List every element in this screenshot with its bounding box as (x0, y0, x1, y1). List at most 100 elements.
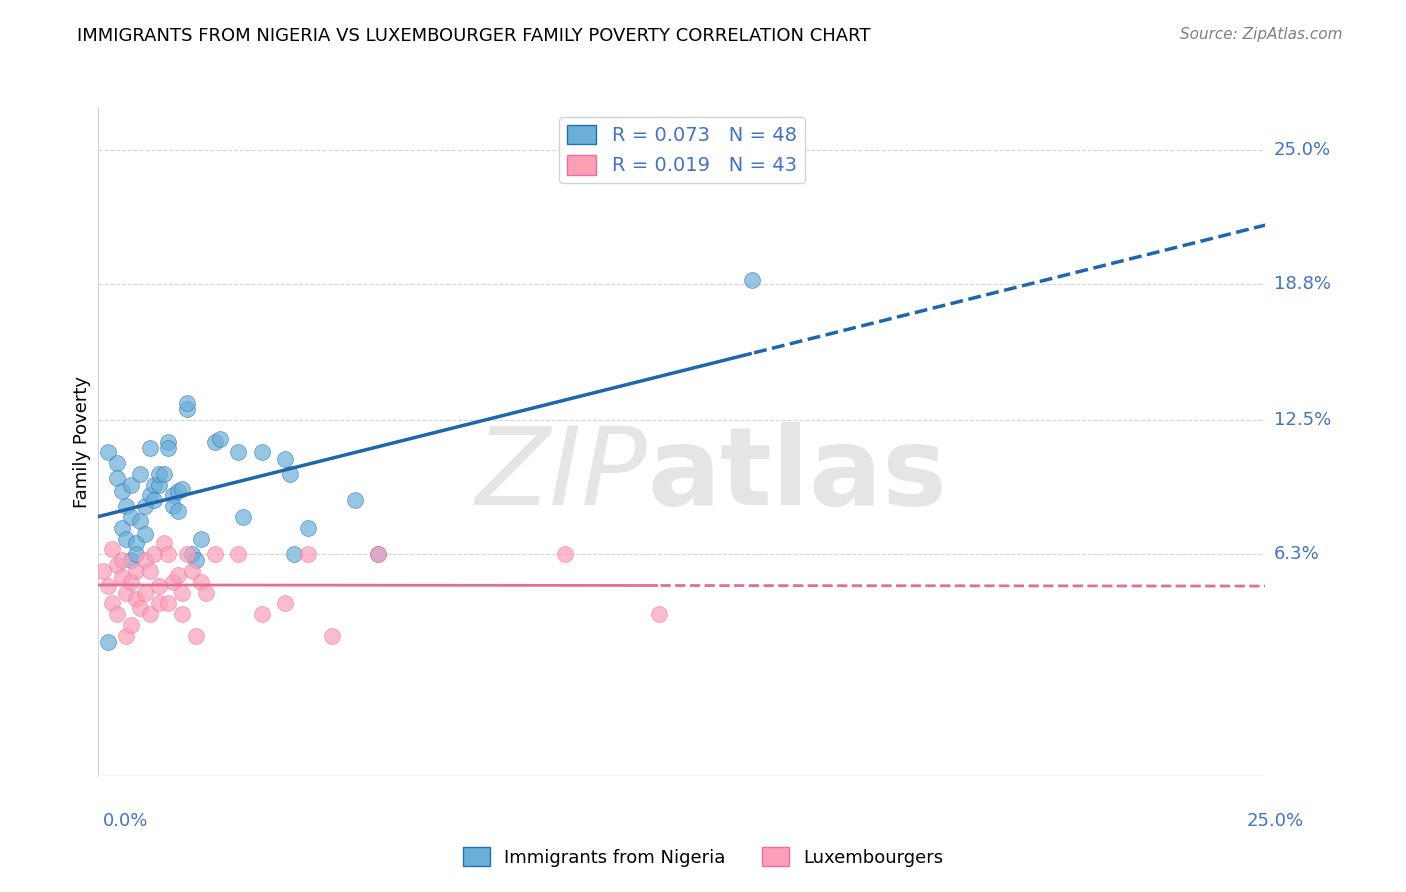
Point (157, 596, 180, 610)
Point (180, 547, 202, 561)
Point (139, 607, 162, 622)
Point (162, 488, 184, 502)
Point (186, 553, 208, 567)
Point (125, 592, 148, 607)
Point (152, 467, 174, 481)
Point (228, 445, 250, 459)
Text: IMMIGRANTS FROM NIGERIA VS LUXEMBOURGER FAMILY POVERTY CORRELATION CHART: IMMIGRANTS FROM NIGERIA VS LUXEMBOURGER … (77, 27, 870, 45)
Point (97, 635, 120, 649)
Point (148, 477, 170, 491)
Point (157, 434, 180, 449)
Point (120, 574, 142, 589)
Point (97, 445, 120, 459)
Point (208, 433, 231, 447)
Point (129, 467, 152, 481)
Point (152, 536, 174, 550)
Text: 25.0%: 25.0% (1274, 141, 1331, 159)
Point (148, 579, 170, 593)
Point (180, 564, 202, 578)
Point (139, 488, 162, 502)
Point (190, 532, 212, 546)
Point (120, 477, 142, 491)
Point (143, 547, 166, 561)
Y-axis label: Family Poverty: Family Poverty (73, 376, 91, 508)
Point (115, 500, 138, 514)
Point (139, 441, 162, 455)
Point (120, 553, 142, 567)
Point (111, 553, 134, 567)
Point (176, 547, 198, 561)
Point (125, 536, 148, 550)
Point (105, 558, 128, 572)
Point (120, 510, 142, 524)
Point (647, 607, 669, 622)
Point (105, 471, 128, 485)
Point (166, 503, 188, 517)
Point (166, 484, 188, 499)
Point (194, 585, 217, 599)
Point (172, 585, 194, 599)
Point (321, 629, 343, 643)
Point (186, 629, 208, 643)
Point (157, 441, 180, 455)
Point (344, 492, 367, 507)
Point (162, 574, 184, 589)
Point (134, 585, 156, 599)
Point (101, 542, 124, 557)
Point (172, 607, 194, 622)
Point (204, 434, 226, 449)
Point (125, 564, 148, 578)
Point (554, 547, 576, 561)
Point (97, 579, 120, 593)
Point (176, 402, 198, 417)
Point (120, 618, 142, 632)
Point (148, 467, 170, 481)
Point (139, 564, 162, 578)
Point (297, 521, 319, 535)
Point (148, 596, 170, 610)
Text: 25.0%: 25.0% (1246, 812, 1303, 830)
Point (134, 527, 156, 541)
Point (741, 273, 763, 287)
Point (134, 500, 156, 514)
Point (105, 456, 128, 470)
Point (367, 547, 389, 561)
Point (129, 515, 152, 529)
Point (204, 547, 226, 561)
Point (134, 553, 156, 567)
Point (297, 547, 319, 561)
Text: ZIP: ZIP (475, 423, 647, 527)
Point (250, 607, 273, 622)
Point (162, 500, 184, 514)
Point (115, 532, 138, 546)
Point (111, 521, 134, 535)
Point (143, 477, 166, 491)
Point (274, 451, 297, 466)
Text: atlas: atlas (647, 422, 946, 528)
Point (228, 547, 250, 561)
Point (367, 547, 389, 561)
Point (172, 482, 194, 496)
Point (278, 467, 301, 481)
Point (111, 484, 134, 499)
Legend: Immigrants from Nigeria, Luxembourgers: Immigrants from Nigeria, Luxembourgers (456, 840, 950, 874)
Point (115, 585, 138, 599)
Point (111, 570, 134, 584)
Point (129, 600, 152, 615)
Text: 12.5%: 12.5% (1274, 411, 1331, 429)
Point (190, 574, 212, 589)
Point (274, 596, 297, 610)
Point (166, 568, 188, 582)
Point (250, 445, 273, 459)
Text: 18.8%: 18.8% (1274, 275, 1330, 293)
Legend: R = 0.073   N = 48, R = 0.019   N = 43: R = 0.073 N = 48, R = 0.019 N = 43 (560, 117, 804, 183)
Text: 0.0%: 0.0% (103, 812, 148, 830)
Point (143, 492, 166, 507)
Text: Source: ZipAtlas.com: Source: ZipAtlas.com (1180, 27, 1343, 42)
Point (91, 564, 114, 578)
Point (101, 596, 124, 610)
Point (157, 547, 180, 561)
Point (176, 395, 198, 409)
Point (125, 547, 148, 561)
Point (283, 547, 305, 561)
